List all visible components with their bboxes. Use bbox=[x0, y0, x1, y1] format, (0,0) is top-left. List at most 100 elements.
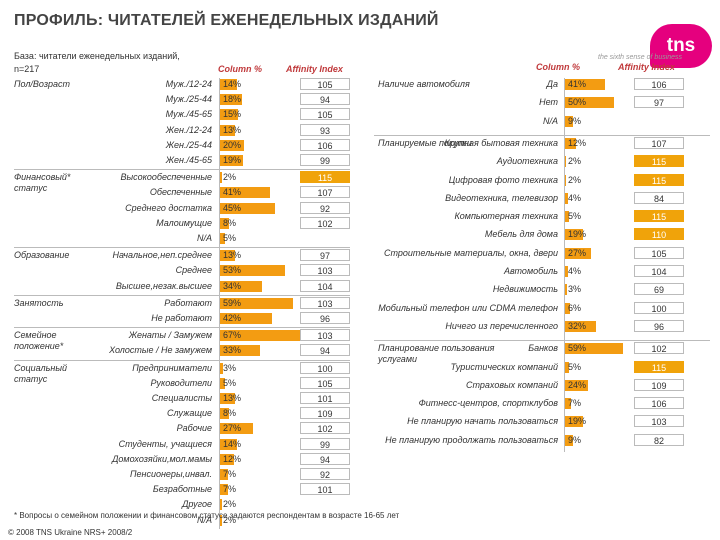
affinity-index-value: 115 bbox=[300, 171, 350, 184]
affinity-index-value: 104 bbox=[300, 279, 350, 292]
category-label: Муж./12-24 bbox=[165, 79, 212, 89]
data-label: 3% bbox=[568, 284, 582, 295]
category-label: Безработные bbox=[152, 484, 212, 495]
data-label: 5% bbox=[223, 233, 237, 243]
affinity-index-value: 92 bbox=[300, 201, 350, 214]
affinity-index-value: 109 bbox=[300, 407, 350, 420]
data-bar bbox=[219, 469, 228, 480]
axis-line bbox=[219, 78, 220, 529]
data-bar bbox=[564, 137, 576, 149]
category-label: Цифровая фото техника bbox=[448, 174, 558, 185]
category-label: Пенсионеры,инвал. bbox=[129, 469, 212, 479]
category-label: Не планирую начать пользоваться bbox=[407, 416, 558, 427]
data-label: 13% bbox=[223, 250, 242, 261]
data-label: 15% bbox=[223, 109, 242, 120]
affinity-index-value: 84 bbox=[634, 191, 684, 204]
data-bar bbox=[219, 79, 237, 90]
affinity-index-value: 115 bbox=[634, 155, 684, 168]
data-label: 59% bbox=[223, 297, 242, 308]
data-bar bbox=[219, 408, 229, 420]
data-bar bbox=[219, 313, 272, 324]
data-label: 53% bbox=[223, 265, 242, 276]
category-label: Жен./45-65 bbox=[165, 155, 212, 165]
data-label: 19% bbox=[568, 416, 587, 427]
page-title: ПРОФИЛЬ: ЧИТАТЕЛЕЙ ЕЖЕНЕДЕЛЬНЫХ ИЗДАНИЙ bbox=[14, 12, 439, 29]
data-label: 13% bbox=[223, 393, 242, 403]
affinity-index-value: 105 bbox=[300, 78, 350, 90]
affinity-index-value: 115 bbox=[634, 173, 684, 186]
data-bar bbox=[219, 345, 261, 357]
category-label: Высшее,незак.высшее bbox=[115, 280, 212, 291]
data-label: 32% bbox=[568, 320, 587, 331]
affinity-index-value: 102 bbox=[300, 422, 350, 435]
category-label: Ничего из перечисленного bbox=[445, 320, 558, 331]
base-line-1: База: читатели еженедельных изданий, bbox=[14, 51, 180, 61]
affinity-index-value: 105 bbox=[300, 108, 350, 121]
category-label: Видеотехника, телевизор bbox=[445, 192, 558, 203]
data-label: 41% bbox=[223, 187, 242, 198]
affinity-index-value: 94 bbox=[300, 344, 350, 357]
affinity-index-value: 105 bbox=[300, 376, 350, 389]
category-label: Рабочие bbox=[176, 423, 212, 434]
data-label: 14% bbox=[223, 438, 242, 449]
data-bar bbox=[219, 139, 244, 151]
data-label: 12% bbox=[568, 137, 587, 148]
data-bar bbox=[219, 330, 303, 342]
data-bar bbox=[564, 156, 566, 168]
category-label: Крупная бытовая техника bbox=[444, 137, 558, 148]
right-column-header: Column % bbox=[536, 62, 580, 72]
affinity-index-value: 97 bbox=[634, 96, 684, 109]
data-label: 8% bbox=[223, 408, 237, 419]
affinity-index-value: 104 bbox=[634, 265, 684, 277]
category-label: Мебель для дома bbox=[484, 229, 558, 240]
data-label: 33% bbox=[223, 345, 242, 356]
data-bar bbox=[219, 453, 234, 465]
affinity-index-value: 96 bbox=[300, 312, 350, 324]
category-label: Строительные материалы, окна, двери bbox=[383, 247, 558, 258]
category-label: Начальное,неп.среднее bbox=[112, 250, 213, 261]
base-info: База: читатели еженедельных изданий, n=2… bbox=[14, 50, 180, 76]
affinity-index-value: 106 bbox=[634, 397, 684, 410]
group-separator bbox=[14, 294, 350, 296]
data-label: 34% bbox=[223, 280, 242, 291]
data-bar bbox=[219, 514, 222, 526]
data-bar bbox=[219, 202, 276, 214]
data-label: 2% bbox=[223, 514, 237, 525]
category-label: Среднее bbox=[175, 265, 212, 276]
category-label: Специалисты bbox=[151, 393, 212, 403]
data-label: 12% bbox=[223, 453, 242, 464]
data-label: 7% bbox=[223, 484, 237, 495]
affinity-index-value: 107 bbox=[300, 186, 350, 199]
category-label: Среднего достатка bbox=[125, 202, 212, 213]
data-bar bbox=[219, 423, 253, 435]
category-label: Малоимущие bbox=[156, 217, 212, 228]
data-label: 20% bbox=[223, 139, 242, 150]
category-label: Фитнесс-центров, спортклубов bbox=[418, 398, 558, 409]
affinity-index-value: 69 bbox=[634, 283, 684, 296]
category-label: Жен./25-44 bbox=[165, 139, 212, 150]
data-bar bbox=[219, 94, 242, 106]
data-bar bbox=[564, 302, 570, 314]
affinity-index-value: 101 bbox=[300, 483, 350, 496]
data-label: 5% bbox=[223, 377, 237, 388]
data-label: 7% bbox=[568, 398, 582, 409]
category-label: Мобильный телефон или CDMA телефон bbox=[378, 302, 558, 313]
data-bar bbox=[219, 172, 222, 184]
category-label: Туристических компаний bbox=[450, 361, 558, 372]
affinity-index-value: 101 bbox=[300, 392, 350, 404]
group-separator bbox=[374, 340, 710, 342]
data-label: 8% bbox=[223, 217, 237, 228]
affinity-index-value: 102 bbox=[634, 342, 684, 355]
data-label: 19% bbox=[223, 155, 242, 165]
data-bar bbox=[564, 211, 569, 223]
data-label: 5% bbox=[568, 211, 582, 222]
data-bar bbox=[219, 377, 226, 389]
data-bar bbox=[564, 379, 588, 391]
group-separator bbox=[14, 247, 350, 249]
data-label: 14% bbox=[223, 79, 242, 89]
data-bar bbox=[564, 416, 583, 428]
base-line-2: n=217 bbox=[14, 64, 40, 74]
data-label: 2% bbox=[568, 156, 582, 167]
data-bar bbox=[219, 280, 262, 292]
affinity-index-value: 115 bbox=[634, 210, 684, 223]
